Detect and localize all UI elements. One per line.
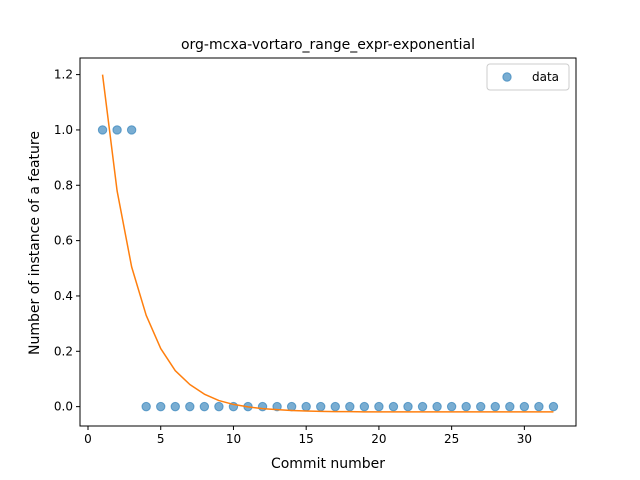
x-tick-label: 20 (371, 432, 386, 446)
data-point (214, 401, 224, 412)
axes: 0 5 10 15 20 25 30 0.0 0.2 0.4 0.6 0.8 1.0 1.2 (54, 57, 577, 446)
data-point (301, 401, 311, 412)
data-point (359, 401, 370, 412)
y-tick-label: 0.0 (54, 400, 73, 414)
data-point (432, 401, 442, 412)
axes-frame (79, 57, 577, 427)
y-tick-label: 1.0 (54, 123, 73, 137)
data-point (156, 401, 166, 412)
legend-box (486, 63, 570, 91)
plot-area (80, 58, 576, 426)
x-tick-label: 5 (157, 432, 165, 446)
y-tick-label: 0.8 (54, 178, 73, 192)
data-point (286, 401, 297, 412)
x-tick-label: 30 (517, 432, 532, 446)
data-point (505, 401, 515, 412)
data-point (534, 401, 544, 412)
x-tick-label: 0 (84, 432, 92, 446)
data-point (257, 401, 268, 412)
data-point (185, 401, 195, 412)
chart-title: org-mcxa-vortaro_range_expr-exponential (181, 37, 475, 53)
fit-line (101, 74, 554, 413)
data-point (374, 401, 384, 412)
x-tick-label: 10 (226, 432, 241, 446)
data-point (519, 401, 530, 412)
data-point (112, 125, 122, 135)
x-axis-label: Commit number (271, 456, 385, 472)
data-point (548, 401, 559, 412)
y-tick-label: 0.6 (54, 234, 73, 248)
data-point (403, 401, 413, 412)
data-point (461, 401, 471, 412)
data-point (417, 401, 428, 412)
data-point (141, 401, 151, 412)
x-tick-label: 25 (444, 432, 459, 446)
data-point (345, 401, 355, 412)
data-point (97, 125, 108, 135)
y-tick-label: 0.4 (54, 289, 73, 303)
legend: data (486, 63, 570, 91)
data-point (476, 401, 486, 412)
y-tick-label: 0.2 (54, 344, 73, 358)
data-point (330, 401, 340, 412)
data-point (170, 401, 180, 412)
legend-marker (502, 72, 512, 82)
data-point (199, 401, 210, 412)
data-point (490, 401, 500, 412)
data-point (446, 401, 457, 412)
y-tick-label: 1.2 (54, 68, 73, 82)
data-point (126, 125, 137, 135)
data-point (272, 401, 282, 412)
y-axis-label: Number of instance of a feature (27, 131, 43, 355)
plot-background (80, 58, 576, 426)
data-point (316, 401, 326, 412)
legend-label: data (532, 70, 559, 84)
x-tick-label: 15 (299, 432, 314, 446)
data-point (388, 401, 399, 412)
